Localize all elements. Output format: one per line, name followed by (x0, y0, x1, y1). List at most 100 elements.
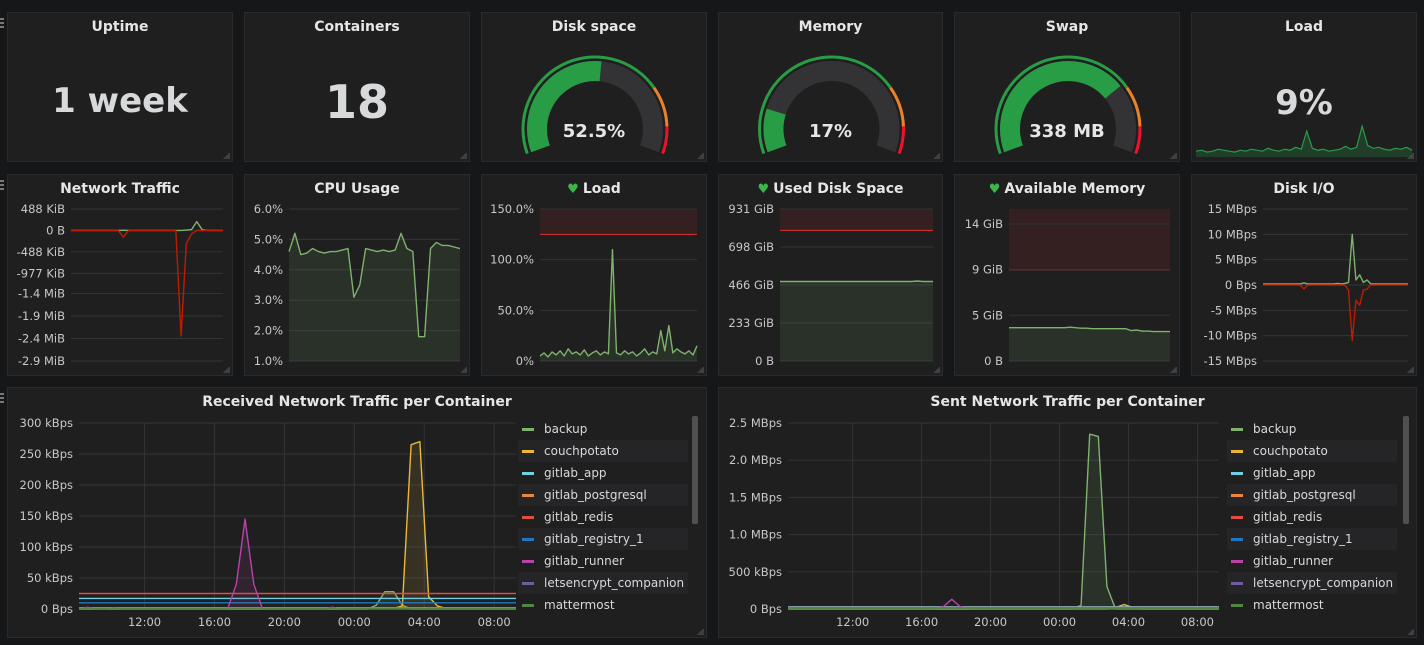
x-tick-label: 20:00 (974, 615, 1007, 629)
legend-item[interactable]: gitlab_registry_1 (1227, 528, 1397, 550)
legend-item[interactable]: gitlab_postgresql (518, 484, 688, 506)
y-tick-label: 5.0% (254, 232, 283, 246)
legend-color-swatch (522, 427, 534, 431)
legend-color-swatch (1231, 449, 1243, 453)
disk-io-graph[interactable]: 15 MBps 10 MBps 5 MBps 0 Bps -5 MBps -10 MBps… (1192, 175, 1418, 377)
legend-scrollbar[interactable] (692, 416, 698, 524)
cpu-usage-graph[interactable]: 6.0% 5.0% 4.0% 3.0% 2.0% 1.0% (245, 175, 471, 377)
legend-scrollbar[interactable] (1403, 416, 1409, 524)
panel-title[interactable]: Network Traffic (60, 181, 180, 197)
resize-handle[interactable] (1406, 153, 1414, 159)
y-tick-label: 100.0% (490, 253, 534, 267)
sent-traffic-graph[interactable]: 2.5 MBps 2.0 MBps 1.5 MBps 1.0 MBps 500 kBps… (719, 388, 1229, 639)
legend-item[interactable]: backup (518, 418, 688, 440)
legend-item[interactable]: mattermost (1227, 594, 1397, 616)
x-tick-label: 12:00 (836, 615, 869, 629)
gauge (521, 55, 669, 155)
resize-handle[interactable] (459, 367, 467, 373)
x-tick-label: 16:00 (198, 615, 231, 629)
legend-item[interactable]: mattermost (518, 594, 688, 616)
resize-handle[interactable] (1406, 629, 1414, 635)
panel-title[interactable]: Received Network Traffic per Container (202, 394, 512, 410)
load-graph[interactable]: 150.0% 100.0% 50.0% 0% (482, 175, 708, 377)
panel-title[interactable]: ♥ Available Memory (955, 181, 1179, 197)
panel-title[interactable]: CPU Usage (314, 181, 400, 197)
panel-title[interactable]: Uptime (91, 19, 149, 35)
panel-title[interactable]: Sent Network Traffic per Container (930, 394, 1205, 410)
network-traffic-graph[interactable]: 488 KiB 0 B -488 KiB -977 KiB -1.4 MiB -1.9 M… (8, 175, 234, 377)
resize-handle[interactable] (696, 367, 704, 373)
y-tick-label: 466 GiB (728, 278, 774, 292)
row-drag-handle[interactable] (0, 393, 4, 405)
y-tick-label: 500 kBps (729, 565, 782, 579)
legend-label: gitlab_app (544, 466, 607, 480)
panel-title[interactable]: Disk space (551, 19, 637, 35)
available-memory-panel: ♥ Available Memory 14 GiB 9 GiB 5 GiB 0 B (954, 174, 1180, 376)
used-disk-space-panel: ♥ Used Disk Space 931 GiB 698 GiB 466 GiB 23… (718, 174, 943, 376)
series-line (288, 232, 461, 338)
panel-title-text: Load (582, 181, 621, 197)
y-tick-label: -488 KiB (17, 245, 65, 259)
y-tick-label: 0 Bps (750, 602, 782, 616)
y-tick-label: 150 kBps (20, 509, 73, 523)
resize-handle[interactable] (932, 367, 940, 373)
y-tick-label: 2.0 MBps (729, 453, 782, 467)
legend-item[interactable]: couchpotato (1227, 440, 1397, 462)
series-fill (289, 233, 460, 361)
legend-item[interactable]: gitlab_runner (518, 550, 688, 572)
row-drag-handle[interactable] (0, 180, 4, 192)
resize-handle[interactable] (932, 153, 940, 159)
gauge (994, 55, 1142, 155)
y-tick-label: 0 B (755, 354, 774, 368)
resize-handle[interactable] (1169, 367, 1177, 373)
y-tick-label: 6.0% (254, 202, 283, 216)
legend-item[interactable]: gitlab_registry_1 (518, 528, 688, 550)
panel-title[interactable]: Load (1284, 19, 1323, 35)
legend-item[interactable]: backup (1227, 418, 1397, 440)
legend-color-swatch (1231, 581, 1243, 585)
panel-title[interactable]: ♥ Load (482, 181, 706, 197)
legend-item[interactable]: gitlab_runner (1227, 550, 1397, 572)
row-drag-handle[interactable] (0, 18, 4, 30)
legend-item[interactable]: couchpotato (518, 440, 688, 462)
resize-handle[interactable] (222, 367, 230, 373)
received-traffic-graph[interactable]: 300 kBps 250 kBps 200 kBps 150 kBps 100 kBps… (8, 388, 518, 639)
resize-handle[interactable] (222, 153, 230, 159)
panel-title[interactable]: ♥ Used Disk Space (719, 181, 942, 197)
panel-title[interactable]: Containers (314, 19, 400, 35)
series-fill (540, 249, 697, 361)
resize-handle[interactable] (696, 153, 704, 159)
y-tick-label: -15 MBps (1203, 354, 1257, 368)
y-tick-label: 50.0% (497, 303, 534, 317)
disk-space-gauge-panel: Disk space 52.5% (481, 12, 707, 162)
alert-ok-heart-icon: ♥ (757, 182, 770, 197)
legend-color-swatch (522, 581, 534, 585)
panel-title[interactable]: Disk I/O (1273, 181, 1335, 197)
used-disk-space-graph[interactable]: 931 GiB 698 GiB 466 GiB 233 GiB 0 B (719, 175, 944, 377)
available-memory-graph[interactable]: 14 GiB 9 GiB 5 GiB 0 B (955, 175, 1181, 377)
legend-item[interactable]: gitlab_redis (518, 506, 688, 528)
panel-title-text: Available Memory (1004, 181, 1146, 197)
legend-item[interactable]: gitlab_postgresql (1227, 484, 1397, 506)
y-tick-label: 5 GiB (972, 308, 1003, 322)
legend-item[interactable]: letsencrypt_companion (518, 572, 688, 594)
resize-handle[interactable] (1406, 367, 1414, 373)
legend-color-swatch (1231, 471, 1243, 475)
legend-item[interactable]: letsencrypt_companion (1227, 572, 1397, 594)
legend-item[interactable]: gitlab_app (518, 462, 688, 484)
legend-item[interactable]: gitlab_redis (1227, 506, 1397, 528)
panel-title[interactable]: Swap (1045, 19, 1089, 35)
y-tick-label: 488 KiB (21, 202, 65, 216)
gauge-threshold-arc (652, 86, 669, 127)
resize-handle[interactable] (459, 153, 467, 159)
legend-item[interactable]: gitlab_app (1227, 462, 1397, 484)
series-line (539, 248, 698, 358)
resize-handle[interactable] (696, 629, 704, 635)
legend-label: gitlab_redis (1253, 510, 1323, 524)
y-tick-label: 200 kBps (20, 478, 73, 492)
legend-color-swatch (522, 559, 534, 563)
y-tick-label: 2.5 MBps (729, 416, 782, 430)
panel-title[interactable]: Memory (798, 19, 863, 35)
gauge-value: 17% (808, 121, 853, 142)
resize-handle[interactable] (1169, 153, 1177, 159)
